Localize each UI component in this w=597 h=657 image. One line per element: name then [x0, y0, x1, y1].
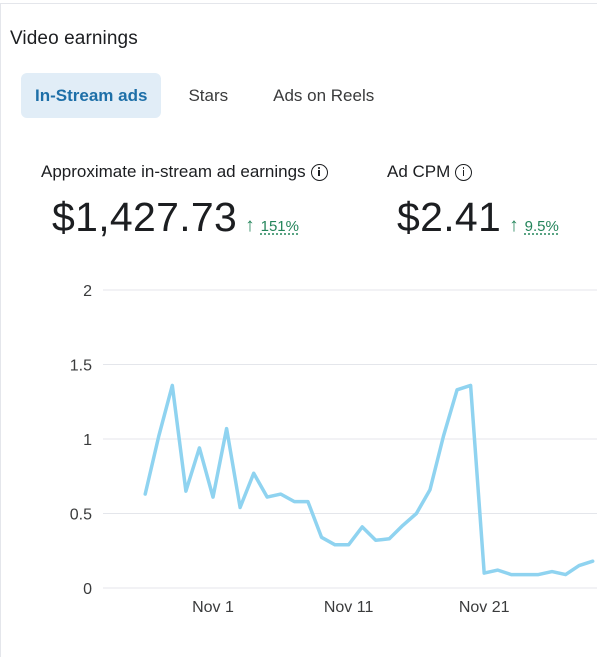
- tab-stars[interactable]: Stars: [188, 86, 229, 105]
- earnings-line-chart[interactable]: 0 0.5 1 1.5 2 Nov 1 Nov 11 Nov 21: [0, 270, 597, 657]
- y-tick-label: 2: [83, 283, 92, 300]
- data-point[interactable]: [317, 533, 325, 541]
- metric-cpm: Ad CPM $2.41 ↑ 9.5%: [387, 162, 559, 241]
- y-tick-label: 0.5: [70, 507, 92, 524]
- data-point[interactable]: [507, 571, 515, 579]
- data-point[interactable]: [195, 444, 203, 452]
- info-icon[interactable]: [455, 163, 473, 181]
- metric-cpm-value-row: $2.41 ↑ 9.5%: [397, 194, 559, 241]
- tab-ads-on-reels[interactable]: Ads on Reels: [273, 86, 375, 105]
- metric-cpm-change[interactable]: 9.5%: [524, 218, 559, 235]
- tab-in-stream-ads[interactable]: In-Stream ads: [21, 73, 162, 118]
- section-title: Video earnings: [10, 28, 138, 49]
- data-point[interactable]: [358, 523, 366, 531]
- data-point[interactable]: [168, 381, 176, 389]
- arrow-up-icon: ↑: [509, 215, 519, 236]
- data-point[interactable]: [182, 487, 190, 495]
- data-point[interactable]: [399, 521, 407, 529]
- metric-earnings-label: Approximate in-stream ad earnings: [41, 162, 306, 181]
- metric-earnings: Approximate in-stream ad earnings $1,427…: [41, 162, 328, 241]
- data-point[interactable]: [412, 510, 420, 518]
- metric-cpm-label-row: Ad CPM: [387, 162, 559, 182]
- earnings-tabs: In-Stream ads Stars Ads on Reels: [21, 73, 388, 118]
- metric-earnings-label-row: Approximate in-stream ad earnings: [41, 162, 328, 182]
- metric-earnings-change[interactable]: 151%: [260, 218, 299, 235]
- data-point[interactable]: [263, 493, 271, 501]
- panel-left-border: [0, 3, 1, 657]
- metric-earnings-value: $1,427.73: [52, 194, 238, 240]
- data-point[interactable]: [467, 381, 475, 389]
- info-icon[interactable]: [310, 163, 328, 181]
- x-tick-label: Nov 21: [459, 599, 510, 616]
- y-tick-label: 1.5: [70, 358, 92, 375]
- data-point[interactable]: [277, 490, 285, 498]
- data-point[interactable]: [575, 562, 583, 570]
- data-point[interactable]: [426, 486, 434, 494]
- series-line-0[interactable]: [143, 383, 595, 577]
- x-tick-label: Nov 11: [324, 599, 374, 616]
- data-point[interactable]: [548, 568, 556, 576]
- data-point[interactable]: [440, 432, 448, 440]
- data-point[interactable]: [155, 432, 163, 440]
- data-point[interactable]: [385, 535, 393, 543]
- data-point[interactable]: [589, 557, 597, 565]
- x-tick-label: Nov 1: [192, 599, 234, 616]
- metric-cpm-label: Ad CPM: [387, 162, 451, 181]
- arrow-up-icon: ↑: [245, 215, 255, 236]
- data-point[interactable]: [223, 425, 231, 433]
- data-point[interactable]: [331, 541, 339, 549]
- data-point[interactable]: [290, 498, 298, 506]
- data-point[interactable]: [250, 469, 258, 477]
- panel-top-border: [0, 3, 597, 4]
- data-point[interactable]: [304, 498, 312, 506]
- data-point[interactable]: [494, 566, 502, 574]
- y-tick-label: 1: [83, 432, 92, 449]
- data-point[interactable]: [562, 571, 570, 579]
- data-point[interactable]: [521, 571, 529, 579]
- data-point[interactable]: [236, 504, 244, 512]
- y-tick-label: 0: [83, 581, 92, 598]
- metric-cpm-value: $2.41: [397, 194, 502, 240]
- data-point[interactable]: [480, 569, 488, 577]
- data-point[interactable]: [141, 490, 149, 498]
- metric-earnings-value-row: $1,427.73 ↑ 151%: [52, 194, 328, 241]
- data-point[interactable]: [453, 386, 461, 394]
- data-point[interactable]: [534, 571, 542, 579]
- data-point[interactable]: [345, 541, 353, 549]
- data-point[interactable]: [209, 493, 217, 501]
- data-point[interactable]: [372, 536, 380, 544]
